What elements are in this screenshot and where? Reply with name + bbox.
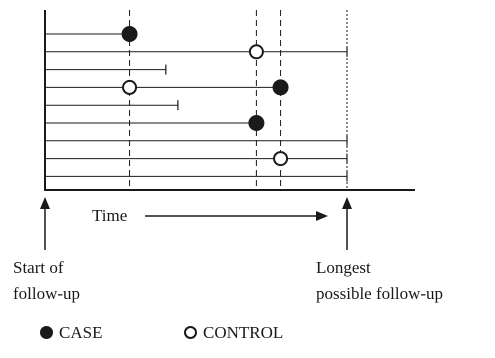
open-circle-icon [184, 326, 197, 339]
longest-arrow-head [342, 197, 352, 209]
legend-case-label: CASE [59, 323, 103, 342]
case-marker-6 [248, 115, 265, 131]
start-of-follow-up-label-line2: follow-up [13, 284, 81, 303]
follow-up-lines [45, 33, 348, 182]
time-label: Time [92, 206, 128, 225]
time-arrow-head [316, 211, 328, 221]
control-marker-8 [273, 151, 289, 167]
longest-follow-up-label-line2: possible follow-up [316, 284, 444, 303]
control-marker-4 [122, 79, 138, 95]
event-time-lines [129, 10, 282, 190]
case-marker-4 [272, 79, 289, 96]
legend-control: CONTROL [184, 322, 283, 344]
legend-case: CASE [40, 322, 102, 344]
case-marker-1 [121, 26, 138, 42]
legend-control-label: CONTROL [203, 323, 284, 342]
control-marker-2 [248, 44, 264, 60]
filled-circle-icon [40, 326, 53, 339]
longest-follow-up-label-line1: Longest [316, 258, 371, 277]
event-markers [121, 26, 289, 167]
start-of-follow-up-label-line1: Start of [13, 258, 64, 277]
start-arrow-head [40, 197, 50, 209]
